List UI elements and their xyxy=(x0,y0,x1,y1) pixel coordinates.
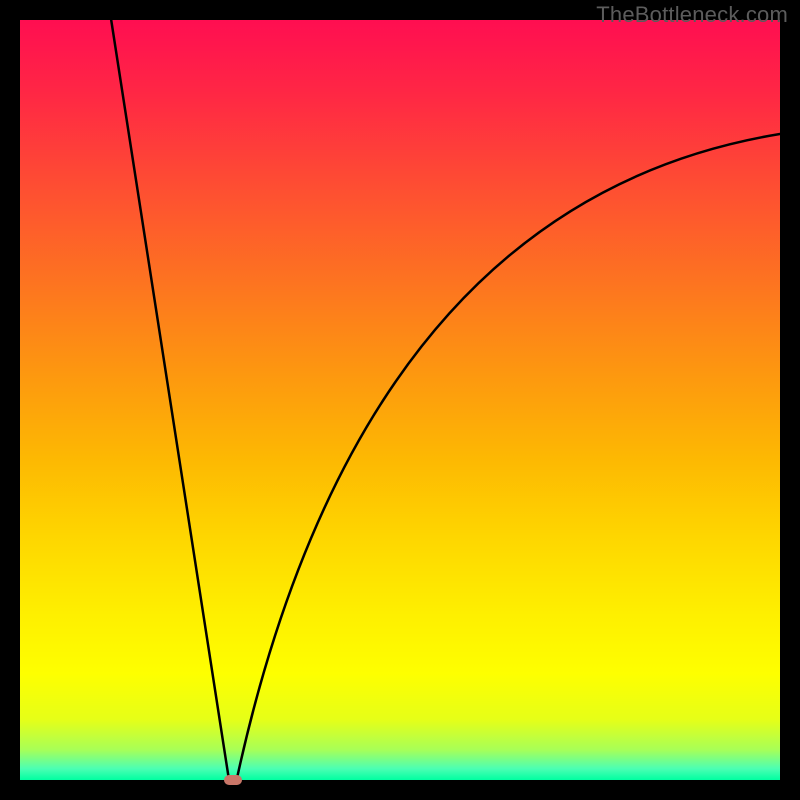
watermark-text: TheBottleneck.com xyxy=(596,2,788,28)
curve-path xyxy=(111,20,780,780)
bottleneck-curve xyxy=(20,20,780,780)
plot-area xyxy=(20,20,780,780)
minimum-marker xyxy=(224,775,242,785)
figure-container: { "figure": { "width_px": 800, "height_p… xyxy=(0,0,800,800)
